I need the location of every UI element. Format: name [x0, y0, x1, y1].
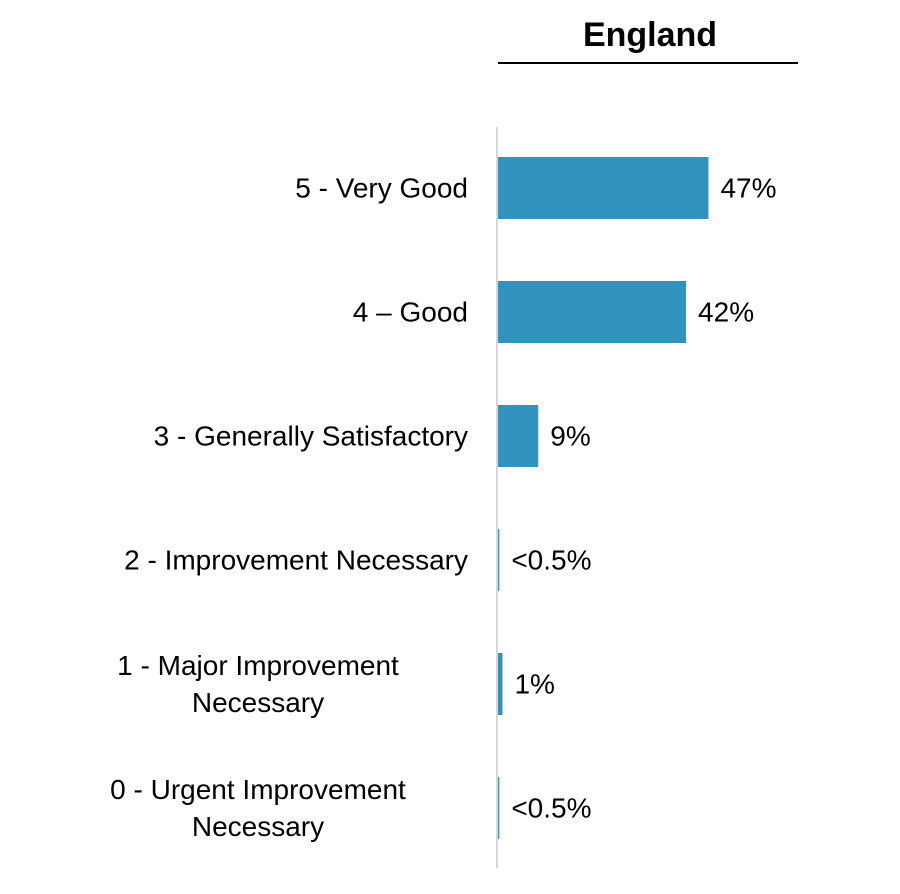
category-label: 1 - Major Improvement Necessary	[117, 650, 399, 718]
bar	[498, 777, 500, 839]
chart-title: England	[583, 16, 717, 54]
category-label: 0 - Urgent Improvement Necessary	[110, 774, 406, 842]
value-label: <0.5%	[511, 792, 591, 823]
value-label: 1%	[514, 668, 554, 699]
category-label: 3 - Generally Satisfactory	[153, 420, 468, 452]
category-label: 2 - Improvement Necessary	[124, 544, 468, 576]
bar	[498, 529, 500, 591]
value-label: 9%	[550, 420, 590, 451]
bar	[498, 281, 687, 343]
category-label: 5 - Very Good	[295, 172, 468, 204]
bar	[498, 653, 503, 715]
value-label: 47%	[720, 172, 776, 203]
value-label: 42%	[698, 296, 754, 327]
bar	[498, 405, 539, 467]
category-label: 4 – Good	[352, 296, 468, 328]
bar	[498, 157, 709, 219]
value-label: <0.5%	[511, 544, 591, 575]
